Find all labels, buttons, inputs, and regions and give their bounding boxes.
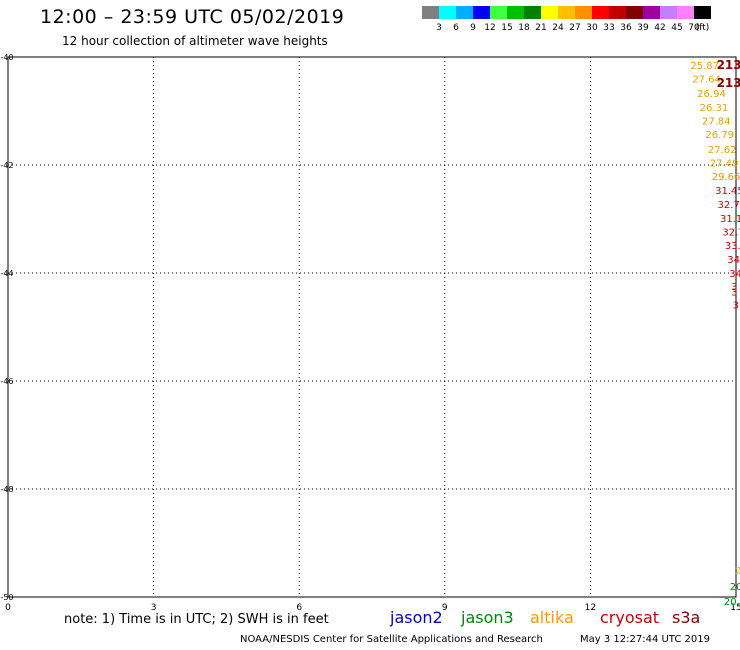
y-tick-label: -48 [0,485,13,494]
color-scale-label: 15 [501,23,513,33]
wave-height-label: 2135 [717,58,740,72]
color-scale-label: 18 [518,23,530,33]
wave-height-label: 26.31 [700,103,729,114]
color-scale-label: 9 [470,23,476,33]
footer-credit: NOAA/NESDIS Center for Satellite Applica… [240,634,543,645]
color-swatch [592,6,609,19]
x-tick-label: 12 [585,603,596,613]
x-tick-label: 6 [296,603,302,613]
wave-height-label: 25.87 [690,61,719,72]
chart-title: 12:00 – 23:59 UTC 05/02/2019 [40,6,345,28]
wave-height-label: 213 [717,76,740,90]
color-scale-label: 45 [671,23,683,33]
wave-height-label: 29.66 [712,172,740,183]
x-tick-label: 3 [151,603,157,613]
color-swatch [524,6,541,19]
x-tick-label: 15 [730,603,740,613]
y-tick-label: -44 [0,269,13,278]
color-scale-label: 70 [688,23,700,33]
footer-timestamp: May 3 12:27:44 UTC 2019 [580,634,710,645]
satellite-s3a: s3a [672,608,701,627]
color-scale-label: 21 [535,23,547,33]
color-swatch [507,6,524,19]
wave-height-label: 3 [731,282,737,293]
wave-height-label: 27.84 [702,117,731,128]
wave-height-label: 27.62 [708,145,737,156]
satellite-cryosat: cryosat [600,608,660,627]
wave-height-label: 2 [735,566,740,577]
color-swatch [694,6,711,19]
color-swatch [558,6,575,19]
wave-height-label: 3 [731,287,737,298]
units-note: note: 1) Time is in UTC; 2) SWH is in fe… [64,612,329,627]
color-scale-label: 30 [586,23,598,33]
color-swatch [473,6,490,19]
color-scale-label: 24 [552,23,564,33]
wave-height-label: 20 [730,582,740,593]
color-swatch [422,6,439,19]
color-swatch [490,6,507,19]
color-swatch [541,6,558,19]
y-tick-label: -46 [0,377,13,386]
color-swatch [643,6,660,19]
y-tick-label: -42 [0,161,13,170]
chart-subtitle: 12 hour collection of altimeter wave hei… [62,34,328,48]
color-scale-label: 3 [436,23,442,33]
color-swatch [575,6,592,19]
wave-height-label: 32.77 [718,200,740,211]
color-swatch [660,6,677,19]
color-scale-label: 33 [603,23,615,33]
wave-height-label: 31.12 [720,214,740,225]
color-scale-label: 36 [620,23,632,33]
wave-height-label: 34.7 [727,255,740,266]
color-scale-label: 42 [654,23,666,33]
color-swatch [439,6,456,19]
wave-height-label: 27.49 [710,158,739,169]
color-swatch [626,6,643,19]
wave-height-label: 20.3 [724,597,740,608]
color-swatch [609,6,626,19]
wave-height-label: 32.76 [722,227,740,238]
color-scale-label: 12 [484,23,496,33]
color-scale-label: 39 [637,23,649,33]
x-tick-label: 9 [442,603,448,613]
satellite-altika: altika [530,608,574,627]
wave-height-label: 34. [729,269,740,280]
wave-height-label: 3 [733,300,739,311]
color-scale-label: 6 [453,23,459,33]
y-tick-label: -50 [0,593,13,602]
satellite-jason2: jason2 [390,608,443,627]
color-swatch [677,6,694,19]
wave-height-label: 27.64 [692,75,721,86]
x-tick-label: 0 [5,603,11,613]
plot-frame [7,56,737,598]
color-scale-label: (ft) [695,23,710,33]
color-scale-label: 27 [569,23,581,33]
wave-height-label: 31.45 [715,186,740,197]
wave-height-label: 33.7 [725,241,740,252]
satellite-jason3: jason3 [461,608,514,627]
wave-height-label: 26.79 [705,130,734,141]
color-swatch [456,6,473,19]
y-tick-label: -40 [0,53,13,62]
wave-height-label: 26.94 [697,89,726,100]
